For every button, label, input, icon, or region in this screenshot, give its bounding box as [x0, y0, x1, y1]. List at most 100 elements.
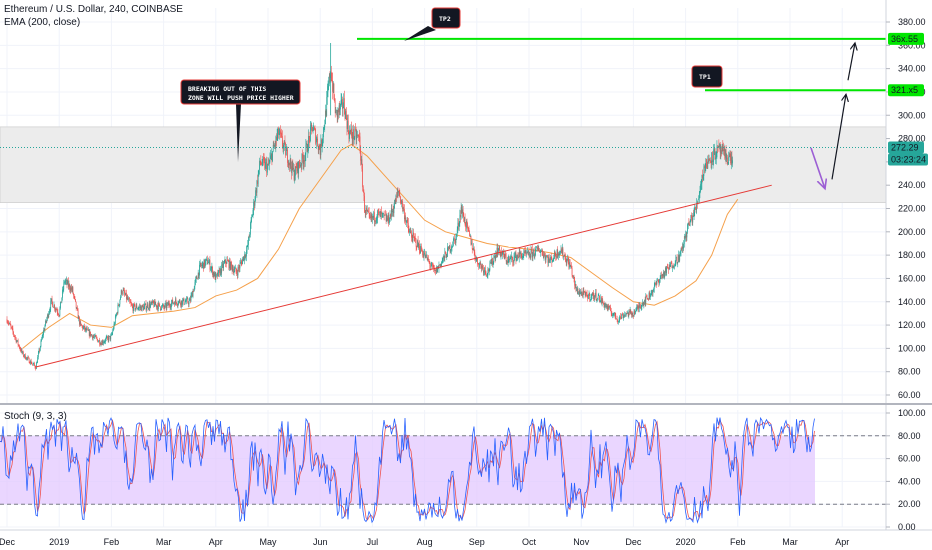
candle-body: [11, 327, 13, 329]
candle-body: [312, 130, 314, 132]
candle-body: [378, 212, 380, 213]
candle-body: [334, 101, 336, 114]
candle-body: [404, 217, 406, 220]
candle-body: [725, 149, 727, 160]
candle-body: [21, 349, 23, 353]
candle-body: [553, 258, 555, 260]
candle-body: [150, 301, 152, 305]
candle-body: [717, 145, 719, 148]
candle-body: [703, 166, 705, 177]
candle-body: [300, 164, 302, 166]
candle-body: [379, 211, 380, 213]
stoch-tick-label: 60.00: [898, 454, 921, 464]
candle-body: [103, 342, 104, 344]
candle-body: [528, 251, 530, 257]
candle-body: [600, 297, 602, 301]
candle-body: [573, 276, 575, 279]
tp1-arrow: [831, 94, 846, 180]
candle-body: [555, 255, 557, 257]
candle-body: [584, 291, 585, 293]
candle-body: [350, 128, 352, 132]
candle-body: [101, 341, 103, 345]
candle-body: [475, 258, 477, 260]
candle-body: [599, 300, 601, 302]
stoch-tick-label: 80.00: [898, 431, 921, 441]
candle-body: [559, 251, 561, 256]
candle-body: [668, 265, 670, 270]
candle-body: [356, 135, 358, 140]
candle-body: [409, 231, 411, 232]
candle-body: [26, 357, 28, 359]
candle-body: [422, 251, 423, 256]
candle-body: [175, 299, 177, 303]
candle-body: [595, 292, 597, 300]
candle-body: [394, 199, 396, 205]
candle-body: [368, 211, 370, 214]
candle-body: [393, 208, 395, 214]
candle-body: [158, 303, 160, 304]
candle-body: [317, 138, 318, 147]
candle-body: [251, 216, 253, 217]
candle-body: [298, 161, 300, 174]
candle-body: [411, 237, 413, 241]
candle-body: [325, 110, 326, 125]
candle-body: [268, 162, 270, 165]
candle-body: [359, 135, 360, 137]
candle-body: [157, 305, 159, 310]
candle-body: [568, 261, 570, 268]
zone-note-callout: BREAKING OUT OF THIS ZONE WILL PUSH PRIC…: [180, 79, 301, 162]
candle-body: [94, 335, 96, 337]
price-tick-label: 380.00: [898, 17, 926, 27]
candle-body: [616, 318, 618, 320]
candle-body: [125, 292, 127, 295]
zone-note-line1: BREAKING OUT OF THIS: [188, 85, 266, 93]
candle-body: [402, 208, 404, 209]
candle-body: [595, 292, 596, 297]
candle-body: [462, 209, 463, 214]
candle-body: [8, 323, 10, 324]
candle-body: [113, 323, 115, 329]
candle-body: [417, 240, 418, 247]
candle-body: [496, 247, 498, 257]
tp2-callout: TP2: [404, 7, 461, 41]
candle-body: [131, 305, 133, 307]
candle-body: [293, 167, 295, 180]
candle-body: [643, 302, 645, 306]
candle-body: [122, 290, 124, 294]
candle-body: [508, 258, 510, 260]
candle-body: [687, 222, 689, 225]
candle-body: [547, 257, 549, 263]
candle-body: [273, 145, 275, 147]
candle-body: [440, 263, 442, 266]
candle-body: [105, 337, 107, 339]
candle-body: [706, 158, 707, 168]
price-tick-label: 240.00: [898, 180, 926, 190]
candle-body: [301, 153, 303, 166]
candle-body: [405, 217, 407, 223]
candle-body: [488, 269, 489, 272]
candle-body: [469, 235, 471, 237]
candle-body: [270, 154, 272, 156]
candle-body: [252, 210, 254, 217]
candle-body: [61, 297, 63, 303]
candle-body: [419, 243, 420, 251]
time-tick-label: Dec: [625, 537, 642, 547]
candle-body: [577, 288, 579, 294]
candle-body: [197, 272, 199, 280]
candle-body: [155, 304, 157, 306]
candle-body: [163, 304, 164, 308]
candle-body: [505, 253, 506, 257]
candle-body: [196, 277, 198, 279]
candle-body: [489, 262, 491, 271]
support-trendline: [35, 184, 772, 368]
candle-body: [210, 268, 212, 269]
candle-body: [180, 303, 181, 306]
tp1-callout: TP1: [691, 65, 723, 88]
candle-body: [640, 306, 641, 309]
candle-body: [180, 300, 182, 306]
candle-body: [648, 292, 650, 300]
candle-body: [552, 259, 554, 261]
candle-body: [652, 290, 654, 294]
candle-body: [57, 312, 59, 314]
candle-body: [95, 335, 97, 337]
